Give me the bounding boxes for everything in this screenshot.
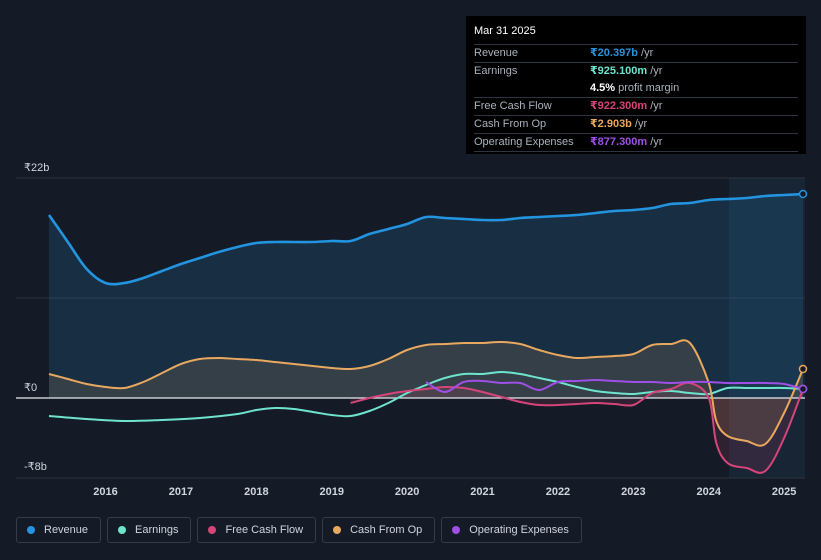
tooltip-value: ₹877.300m [590, 136, 648, 148]
x-axis-ticks: 2016 2017 2018 2019 2020 2021 2022 2023 2024 2025 [93, 486, 796, 498]
tooltip-unit: /yr [650, 65, 663, 77]
x-tick-label: 2022 [546, 486, 570, 498]
legend-label: Operating Expenses [469, 524, 569, 536]
tooltip-row-earnings: Earnings ₹925.100m /yr [474, 63, 798, 80]
y-tick-zero: ₹0 [24, 382, 37, 394]
tooltip-margin-value: 4.5% [590, 82, 616, 94]
y-tick-top: ₹22b [24, 162, 49, 174]
legend-item-free-cash-flow[interactable]: Free Cash Flow [197, 517, 317, 543]
tooltip-label: Cash From Op [474, 118, 547, 130]
series-lines [47, 192, 804, 474]
x-tick-label: 2017 [169, 486, 193, 498]
tooltip-row-free-cash-flow: Free Cash Flow ₹922.300m /yr [474, 98, 798, 116]
x-tick-label: 2018 [244, 486, 268, 498]
tooltip-unit: /yr [641, 47, 654, 59]
legend-dot-icon [208, 526, 217, 534]
series-areas [49, 194, 803, 473]
earnings-line [48, 371, 804, 423]
tooltip-label: Operating Expenses [474, 136, 574, 148]
x-tick-label: 2021 [470, 486, 494, 498]
x-tick-label: 2024 [697, 486, 722, 498]
tooltip-row-operating-expenses: Operating Expenses ₹877.300m /yr [474, 134, 798, 152]
legend-label: Revenue [44, 524, 89, 536]
tooltip-margin-text: profit margin [618, 82, 680, 94]
legend-label: Free Cash Flow [225, 524, 304, 536]
tooltip-unit: /yr [650, 100, 663, 112]
cash-from-op-line [48, 339, 804, 447]
tooltip-label: Revenue [474, 47, 519, 59]
legend-item-earnings[interactable]: Earnings [107, 517, 192, 543]
x-tick-label: 2023 [621, 486, 645, 498]
tooltip-unit: /yr [650, 136, 663, 148]
tooltip-value: ₹922.300m [590, 100, 648, 112]
cash-from-op-endpoint [798, 364, 808, 374]
legend: Revenue Earnings Free Cash Flow Cash Fro… [16, 517, 582, 543]
legend-dot-icon [333, 526, 342, 534]
tooltip-unit: /yr [634, 118, 648, 130]
revenue-area [49, 194, 803, 398]
tooltip-label: Earnings [474, 65, 518, 77]
tooltip-date: Mar 31 2025 [474, 24, 798, 45]
legend-item-cash-from-op[interactable]: Cash From Op [322, 517, 436, 543]
tooltip-row-profit-margin: 4.5% profit margin [474, 80, 798, 98]
legend-label: Cash From Op [350, 524, 423, 536]
x-tick-label: 2019 [320, 486, 344, 498]
chart: ₹22b ₹0 -₹8b 2016 2017 2018 2019 2020 2021 202… [16, 162, 808, 498]
operating-expenses-line [425, 379, 804, 393]
series-endpoints [798, 189, 808, 394]
x-tick-label: 2016 [93, 486, 117, 498]
free-cash-flow-area [350, 382, 803, 473]
forecast-region [729, 178, 805, 478]
tooltip-value: ₹20.397b [590, 47, 639, 59]
tooltip-row-cash-from-op: Cash From Op ₹2.903b /yr [474, 116, 798, 134]
legend-label: Earnings [135, 524, 179, 536]
tooltip-value: ₹2.903b [590, 118, 632, 130]
revenue-line [47, 192, 804, 286]
operating-expenses-endpoint [798, 384, 808, 394]
cash-from-op-area [49, 340, 803, 446]
legend-dot-icon [27, 526, 35, 534]
tooltip-panel: Mar 31 2025 Revenue ₹20.397b /yr Earning… [466, 16, 806, 154]
y-tick-bottom: -₹8b [24, 461, 47, 473]
legend-dot-icon [118, 526, 127, 534]
x-tick-label: 2020 [395, 486, 419, 498]
tooltip-label: Free Cash Flow [474, 100, 552, 112]
revenue-endpoint [798, 189, 808, 199]
legend-item-revenue[interactable]: Revenue [16, 517, 102, 543]
legend-item-operating-expenses[interactable]: Operating Expenses [441, 517, 582, 543]
free-cash-flow-line [350, 381, 804, 474]
tooltip-value: ₹925.100m [590, 65, 648, 77]
x-tick-label: 2025 [772, 486, 796, 498]
legend-dot-icon [452, 526, 461, 534]
tooltip-row-revenue: Revenue ₹20.397b /yr [474, 45, 798, 63]
